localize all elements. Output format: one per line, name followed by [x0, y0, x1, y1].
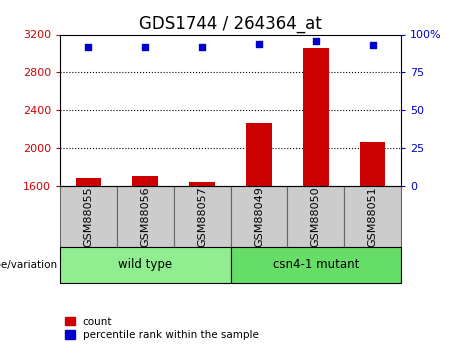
- Bar: [287, 186, 344, 247]
- Bar: [174, 186, 230, 247]
- Bar: [189, 182, 215, 186]
- Bar: [246, 122, 272, 186]
- Bar: [60, 186, 117, 247]
- Text: genotype/variation: genotype/variation: [0, 260, 57, 270]
- Bar: [76, 178, 101, 186]
- Text: GSM88056: GSM88056: [140, 186, 150, 247]
- Text: GSM88049: GSM88049: [254, 186, 264, 247]
- Point: [142, 44, 149, 49]
- Point: [369, 42, 376, 48]
- Text: GSM88057: GSM88057: [197, 186, 207, 247]
- Point: [255, 41, 263, 46]
- Bar: [360, 142, 385, 186]
- Point: [312, 38, 319, 43]
- Legend: count, percentile rank within the sample: count, percentile rank within the sample: [65, 317, 259, 340]
- Text: csn4-1 mutant: csn4-1 mutant: [272, 258, 359, 271]
- Text: GSM88051: GSM88051: [367, 186, 378, 247]
- Text: GSM88050: GSM88050: [311, 186, 321, 247]
- Point: [85, 44, 92, 49]
- Bar: [132, 176, 158, 186]
- Bar: [60, 247, 230, 283]
- Title: GDS1744 / 264364_at: GDS1744 / 264364_at: [139, 15, 322, 33]
- Text: GSM88055: GSM88055: [83, 186, 94, 247]
- Bar: [230, 247, 401, 283]
- Bar: [230, 186, 287, 247]
- Bar: [344, 186, 401, 247]
- Point: [198, 44, 206, 49]
- Bar: [117, 186, 174, 247]
- Text: wild type: wild type: [118, 258, 172, 271]
- Bar: [303, 48, 329, 186]
